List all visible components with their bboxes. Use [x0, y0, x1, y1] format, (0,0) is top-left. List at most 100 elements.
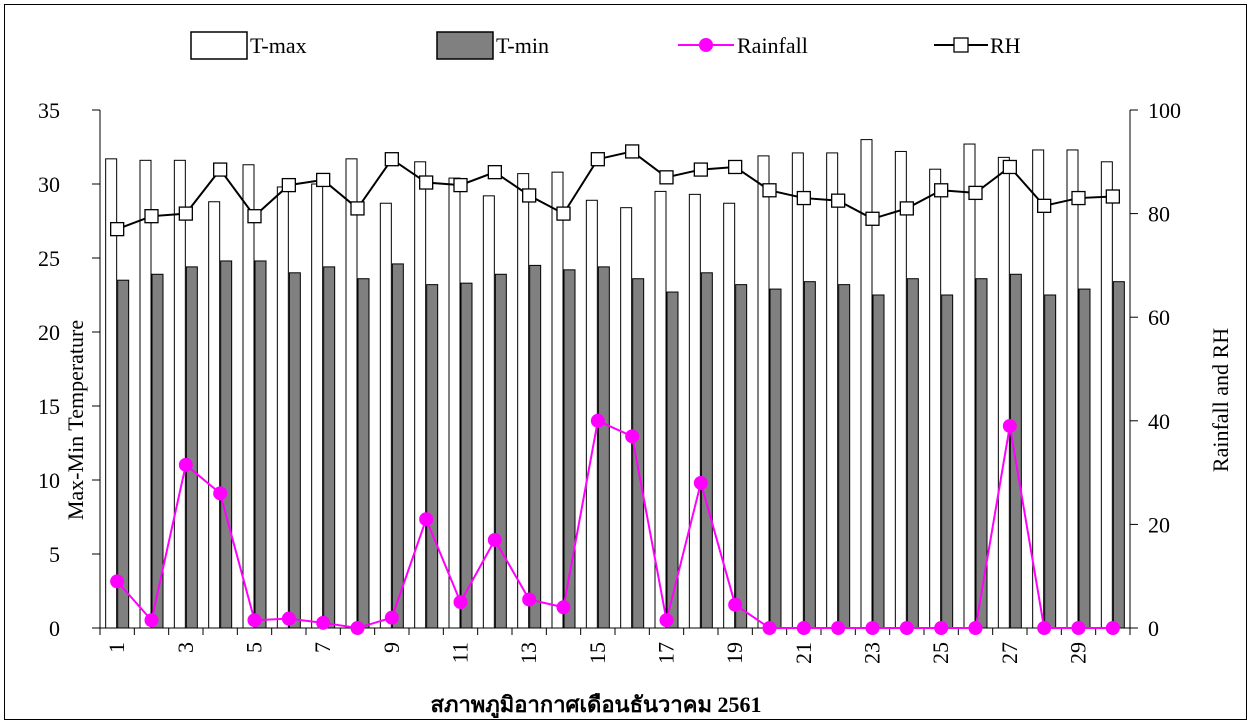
rainfall-point [556, 600, 571, 615]
x-tick-label: 1 [104, 642, 129, 653]
rainfall-point [728, 597, 743, 612]
tmax-bar [791, 152, 804, 629]
rh-point [522, 188, 537, 203]
tmin-bar [700, 272, 713, 629]
y2-tick-label: 40 [1148, 409, 1170, 434]
tmax-bar [311, 183, 324, 629]
rh-point [384, 152, 399, 167]
tmax-bar [208, 201, 221, 629]
y-tick-label: 15 [38, 394, 60, 419]
rh-point [934, 183, 949, 198]
rainfall-point [796, 621, 811, 635]
tmax-bar [826, 152, 839, 629]
rh-point [556, 206, 571, 221]
y-tick-label: 25 [38, 246, 60, 271]
rainfall-point [522, 592, 537, 607]
x-tick-label: 11 [448, 642, 473, 663]
rh-point [213, 162, 228, 177]
tmax-bar [448, 177, 461, 629]
rh-point [659, 170, 674, 185]
y2-tick-label: 80 [1148, 202, 1170, 227]
tmax-bar [723, 202, 736, 629]
rh-point [144, 209, 159, 224]
tmin-bar [391, 263, 404, 629]
x-tick-label: 5 [242, 642, 267, 653]
legend-rh-marker [953, 37, 969, 53]
x-tick-label: 7 [310, 642, 335, 653]
rh-point [178, 206, 193, 221]
x-tick-label: 15 [585, 642, 610, 664]
rh-point [419, 175, 434, 190]
x-tick-label: 17 [654, 642, 679, 664]
rh-point [487, 165, 502, 180]
rainfall-point [1071, 621, 1086, 635]
tmin-bar [460, 282, 473, 629]
tmax-bar [173, 159, 186, 629]
y-tick-label: 10 [38, 468, 60, 493]
x-tick-label: 25 [928, 642, 953, 664]
tmax-bar [1100, 161, 1113, 629]
rainfall-point [659, 613, 674, 628]
tmin-bar [769, 288, 782, 629]
tmax-bar [620, 207, 633, 629]
y2-axis-title: Rainfall and RH [1208, 328, 1233, 472]
rainfall-point [1037, 621, 1052, 635]
tmax-bar [482, 195, 495, 629]
tmin-bar [735, 284, 748, 629]
rh-point [590, 152, 605, 167]
y2-tick-label: 20 [1148, 512, 1170, 537]
tmax-bar [997, 156, 1010, 629]
rainfall-point [178, 457, 193, 472]
rh-point [865, 211, 880, 226]
tmin-bar [1112, 281, 1125, 629]
tmin-bar [597, 266, 610, 629]
x-tick-label: 23 [860, 642, 885, 664]
legend-rh-label: RH [990, 33, 1021, 58]
rh-point [247, 209, 262, 224]
tmin-bar [1044, 294, 1057, 629]
tmin-bar [220, 260, 233, 629]
y-tick-label: 0 [49, 616, 60, 641]
legend-tmin-swatch [436, 31, 494, 60]
x-tick-label: 29 [1066, 642, 1091, 664]
tmin-bar [803, 281, 816, 629]
rainfall-point [899, 621, 914, 635]
tmin-bar [906, 278, 919, 629]
tmin-bar [185, 266, 198, 629]
rh-point [1071, 190, 1086, 206]
x-tick-label: 27 [997, 642, 1022, 664]
rainfall-point [350, 621, 365, 635]
tmax-bar [276, 186, 289, 629]
legend-tmin-label: T-min [496, 33, 549, 58]
rh-point [281, 177, 296, 193]
rh-point [350, 201, 365, 216]
tmin-bar [529, 264, 542, 629]
rainfall-point [281, 611, 296, 626]
y-tick-label: 30 [38, 172, 60, 197]
rh-point [1002, 159, 1017, 175]
tmax-bar [1032, 149, 1045, 629]
tmin-bar [494, 273, 507, 629]
rainfall-point [625, 429, 640, 444]
rainfall-line [116, 419, 1113, 630]
rainfall-point [1105, 621, 1120, 635]
tmax-bar [929, 168, 942, 629]
rainfall-point [487, 532, 502, 547]
tmax-bar [688, 193, 701, 629]
rainfall-point [213, 486, 228, 501]
legend-tmax-label: T-max [250, 33, 307, 58]
rainfall-point [831, 621, 846, 635]
rainfall-point [693, 475, 708, 490]
tmin-bar [426, 284, 439, 629]
y2-tick-label: 0 [1148, 616, 1159, 641]
tmin-bar [288, 272, 301, 629]
tmin-bar [254, 260, 267, 629]
y2-tick-label: 60 [1148, 305, 1170, 330]
rainfall-point [316, 615, 331, 630]
y-tick-label: 5 [49, 542, 60, 567]
rh-point [453, 177, 468, 193]
rainfall-point [419, 512, 434, 527]
tmin-bar [838, 284, 851, 629]
tmax-bar [139, 159, 152, 629]
